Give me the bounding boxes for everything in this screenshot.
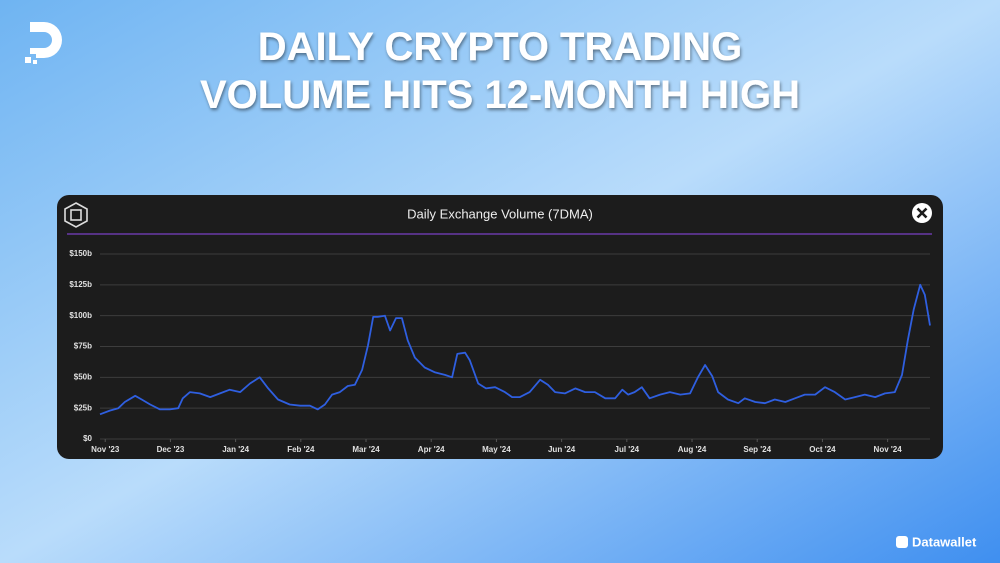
panel-icon bbox=[64, 202, 88, 228]
x-tick-label: Mar '24 bbox=[352, 445, 380, 454]
x-tick-label: Feb '24 bbox=[287, 445, 315, 454]
x-tick-label: Nov '23 bbox=[91, 445, 120, 454]
y-tick-label: $25b bbox=[74, 403, 92, 412]
chart-title: Daily Exchange Volume (7DMA) bbox=[407, 206, 593, 221]
x-tick-label: Jul '24 bbox=[615, 445, 640, 454]
y-tick-label: $100b bbox=[69, 311, 92, 320]
headline: DAILY CRYPTO TRADING bbox=[258, 25, 743, 69]
y-tick-label: $0 bbox=[83, 434, 92, 443]
line bbox=[99, 283, 931, 416]
brand: Datawallet bbox=[896, 534, 977, 549]
x-tick-label: Oct '24 bbox=[809, 445, 836, 454]
y-tick-label: $50b bbox=[74, 372, 92, 381]
x-tick-label: Jan '24 bbox=[222, 445, 249, 454]
x-tick-label: Dec '23 bbox=[157, 445, 185, 454]
x-tick-label: Jun '24 bbox=[548, 445, 576, 454]
headline: VOLUME HITS 12-MONTH HIGH bbox=[200, 73, 800, 117]
y-tick-label: $125b bbox=[69, 280, 92, 289]
y-tick-label: $150b bbox=[69, 249, 92, 258]
logo bbox=[25, 22, 62, 64]
close-button[interactable] bbox=[912, 203, 932, 223]
x-tick-label: Sep '24 bbox=[743, 445, 771, 454]
x-tick-label: Nov '24 bbox=[874, 445, 903, 454]
x-tick-label: May '24 bbox=[482, 445, 511, 454]
y-tick-label: $75b bbox=[74, 342, 92, 351]
brand-name: Datawallet bbox=[912, 534, 977, 549]
x-tick-label: Aug '24 bbox=[678, 445, 707, 454]
chart-panel bbox=[57, 195, 943, 459]
x-tick-label: Apr '24 bbox=[418, 445, 445, 454]
